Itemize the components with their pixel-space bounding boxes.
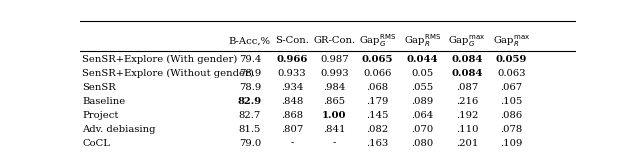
Text: 0.05: 0.05 (411, 69, 433, 78)
Text: .848: .848 (281, 97, 303, 106)
Text: 0.059: 0.059 (496, 55, 527, 64)
Text: 81.5: 81.5 (239, 125, 261, 134)
Text: .070: .070 (411, 125, 433, 134)
Text: B-Acc,%: B-Acc,% (229, 36, 271, 45)
Text: .984: .984 (323, 83, 346, 92)
Text: .192: .192 (456, 111, 478, 120)
Text: 0.044: 0.044 (406, 55, 438, 64)
Text: -: - (291, 139, 294, 148)
Text: Gap$^{\rm RMS}_{G}$: Gap$^{\rm RMS}_{G}$ (359, 32, 396, 49)
Text: .082: .082 (367, 125, 388, 134)
Text: .055: .055 (411, 83, 433, 92)
Text: .080: .080 (411, 139, 433, 148)
Text: 0.063: 0.063 (497, 69, 526, 78)
Text: .086: .086 (500, 111, 523, 120)
Text: .216: .216 (456, 97, 478, 106)
Text: .109: .109 (500, 139, 523, 148)
Text: .067: .067 (500, 83, 523, 92)
Text: Adv. debiasing: Adv. debiasing (83, 125, 156, 134)
Text: .089: .089 (411, 97, 433, 106)
Text: 78.9: 78.9 (239, 83, 261, 92)
Text: 0.065: 0.065 (362, 55, 394, 64)
Text: .078: .078 (500, 125, 523, 134)
Text: .934: .934 (281, 83, 303, 92)
Text: Baseline: Baseline (83, 97, 125, 106)
Text: 0.993: 0.993 (320, 69, 349, 78)
Text: S-Con.: S-Con. (275, 36, 309, 45)
Text: 0.933: 0.933 (278, 69, 307, 78)
Text: 0.084: 0.084 (451, 69, 483, 78)
Text: 0.966: 0.966 (276, 55, 308, 64)
Text: .163: .163 (367, 139, 388, 148)
Text: .865: .865 (323, 97, 345, 106)
Text: SenSR: SenSR (83, 83, 116, 92)
Text: SenSR+Explore (With gender): SenSR+Explore (With gender) (83, 55, 238, 64)
Text: 79.4: 79.4 (239, 55, 261, 64)
Text: -: - (333, 139, 336, 148)
Text: .807: .807 (281, 125, 303, 134)
Text: Gap$^{\rm max}_{R}$: Gap$^{\rm max}_{R}$ (493, 33, 531, 49)
Text: .841: .841 (323, 125, 346, 134)
Text: 0.084: 0.084 (451, 55, 483, 64)
Text: 0.987: 0.987 (320, 55, 349, 64)
Text: Gap$^{\rm max}_{G}$: Gap$^{\rm max}_{G}$ (448, 33, 486, 49)
Text: SenSR+Explore (Without gender): SenSR+Explore (Without gender) (83, 69, 254, 78)
Text: .068: .068 (367, 83, 388, 92)
Text: .105: .105 (500, 97, 523, 106)
Text: .087: .087 (456, 83, 478, 92)
Text: .868: .868 (281, 111, 303, 120)
Text: .145: .145 (366, 111, 389, 120)
Text: 0.066: 0.066 (364, 69, 392, 78)
Text: Gap$^{\rm RMS}_{R}$: Gap$^{\rm RMS}_{R}$ (404, 32, 441, 49)
Text: GR-Con.: GR-Con. (313, 36, 355, 45)
Text: Project: Project (83, 111, 119, 120)
Text: .179: .179 (367, 97, 388, 106)
Text: 82.9: 82.9 (238, 97, 262, 106)
Text: .201: .201 (456, 139, 478, 148)
Text: 79.0: 79.0 (239, 139, 261, 148)
Text: .110: .110 (456, 125, 478, 134)
Text: .064: .064 (411, 111, 433, 120)
Text: 1.00: 1.00 (322, 111, 346, 120)
Text: CoCL: CoCL (83, 139, 110, 148)
Text: 78.9: 78.9 (239, 69, 261, 78)
Text: 82.7: 82.7 (239, 111, 261, 120)
